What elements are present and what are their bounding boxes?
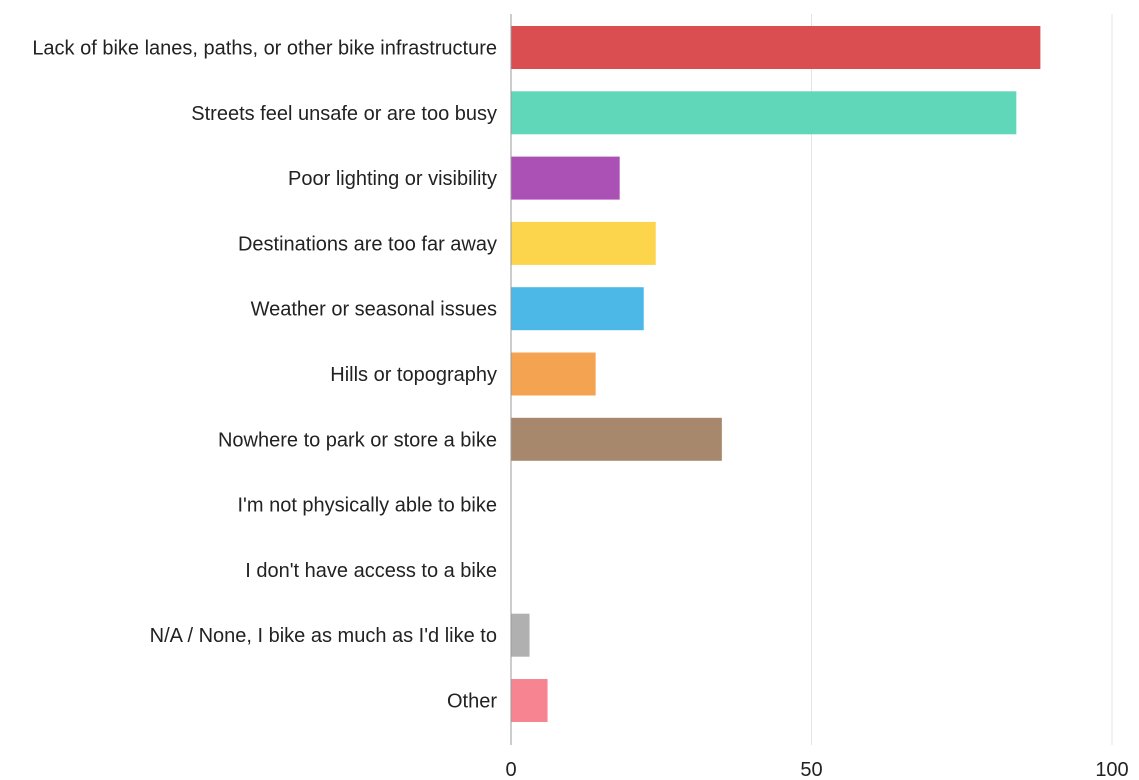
category-labels: Lack of bike lanes, paths, or other bike…: [32, 38, 497, 713]
category-label: Streets feel unsafe or are too busy: [191, 103, 497, 125]
category-label: Poor lighting or visibility: [288, 168, 497, 190]
bar[interactable]: [511, 679, 548, 722]
category-label: Nowhere to park or store a bike: [218, 429, 497, 451]
category-label: Hills or topography: [330, 364, 497, 386]
bar[interactable]: [511, 287, 644, 331]
x-axis-ticks: 0 50 100: [505, 759, 1128, 780]
bar[interactable]: [511, 26, 1041, 69]
category-label: Weather or seasonal issues: [251, 299, 497, 321]
category-label: N/A / None, I bike as much as I'd like t…: [150, 625, 497, 647]
x-tick-label: 50: [800, 759, 822, 780]
category-label: Other: [447, 691, 497, 713]
bar[interactable]: [511, 417, 722, 461]
category-label: Destinations are too far away: [238, 233, 497, 255]
category-label: I'm not physically able to bike: [237, 495, 497, 517]
category-label: Lack of bike lanes, paths, or other bike…: [32, 38, 497, 60]
category-label: I don't have access to a bike: [245, 560, 497, 582]
bar[interactable]: [511, 352, 596, 396]
grid: [811, 14, 1113, 745]
x-tick-label: 100: [1095, 759, 1128, 780]
bar[interactable]: [511, 156, 620, 200]
bars: [511, 26, 1041, 722]
bar[interactable]: [511, 91, 1017, 135]
bar[interactable]: [511, 221, 656, 265]
bar[interactable]: [511, 613, 530, 657]
x-tick-label: 0: [505, 759, 516, 780]
